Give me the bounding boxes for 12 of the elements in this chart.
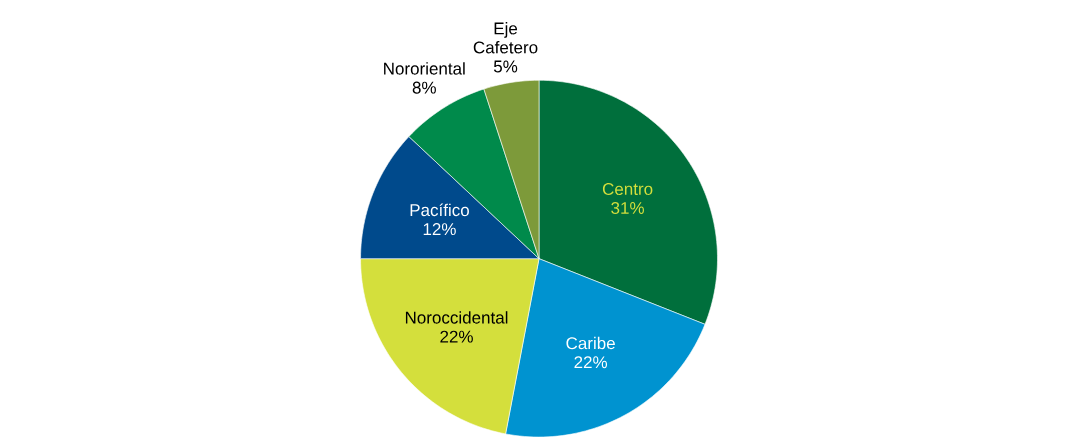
slice-label: Eje Cafetero (473, 22, 538, 54)
data-label: 22% (574, 356, 608, 369)
slice-label: Pacífico (410, 203, 469, 217)
slice-label: Caribe (566, 336, 615, 350)
data-label: 22% (440, 330, 473, 343)
data-label: 31% (611, 201, 644, 215)
slice-label: Noroccidental (405, 311, 508, 324)
data-label: 5% (493, 60, 518, 73)
slice-label: Nororiental (384, 62, 465, 75)
data-label: 12% (423, 223, 456, 236)
slice-label: Centro (602, 182, 653, 196)
data-label: 8% (412, 81, 436, 94)
